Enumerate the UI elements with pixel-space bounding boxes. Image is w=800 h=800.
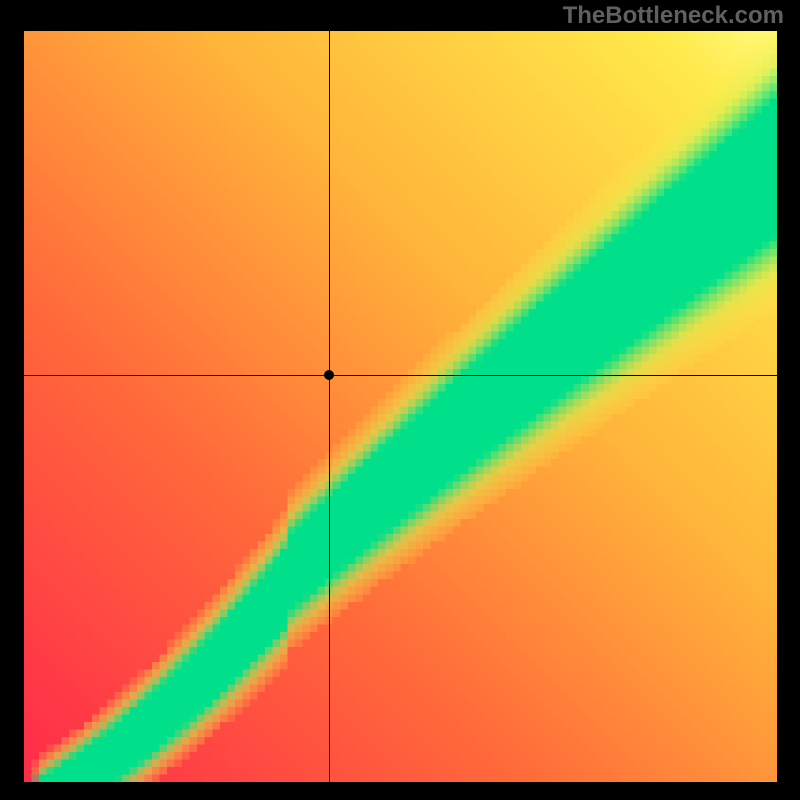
heatmap-canvas [24, 31, 777, 782]
heatmap-plot [24, 31, 777, 782]
crosshair-horizontal [24, 375, 777, 376]
crosshair-marker [324, 370, 334, 380]
watermark-text: TheBottleneck.com [563, 2, 784, 30]
crosshair-vertical [329, 31, 330, 782]
chart-container: TheBottleneck.com [0, 0, 800, 800]
